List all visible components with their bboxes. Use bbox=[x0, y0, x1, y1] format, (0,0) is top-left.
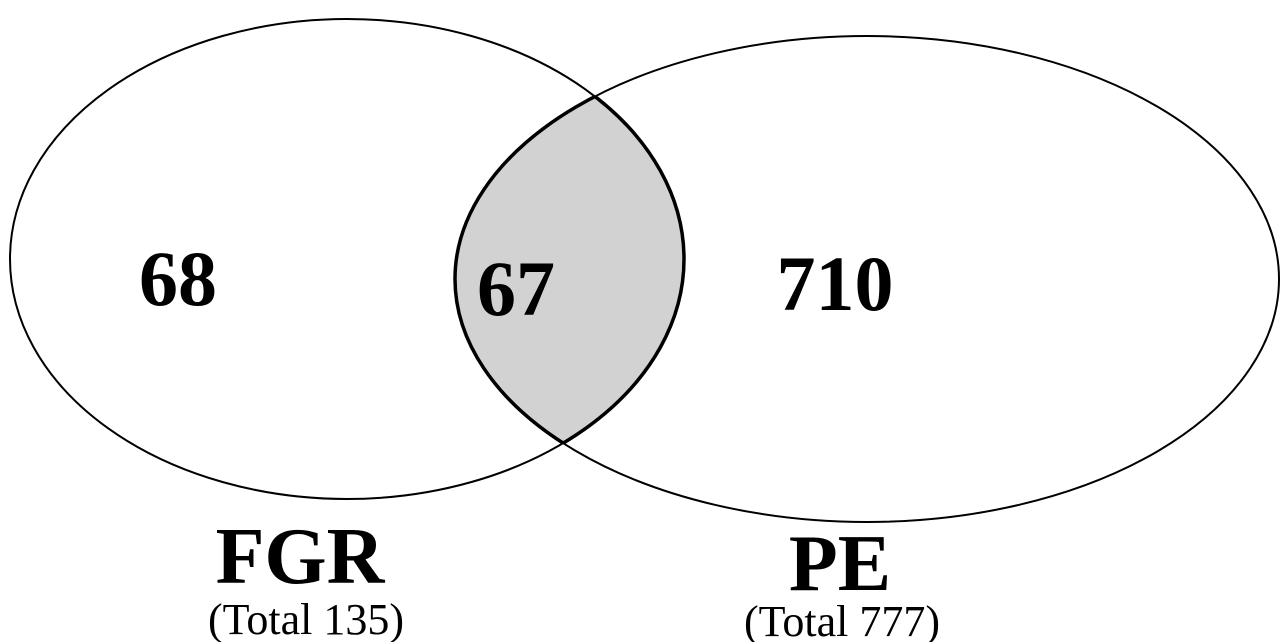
fgr-label: FGR bbox=[216, 513, 386, 601]
intersection-outline-fgr-arc bbox=[455, 36, 686, 501]
pe-label: PE bbox=[789, 520, 891, 608]
pe-total-label: (Total 777) bbox=[744, 597, 940, 642]
intersection-outline-pe-arc bbox=[453, 34, 684, 499]
intersection-count: 67 bbox=[477, 245, 555, 332]
pe-only-count: 710 bbox=[777, 240, 894, 327]
fgr-only-count: 68 bbox=[139, 235, 217, 322]
fgr-total-label: (Total 135) bbox=[208, 595, 404, 642]
